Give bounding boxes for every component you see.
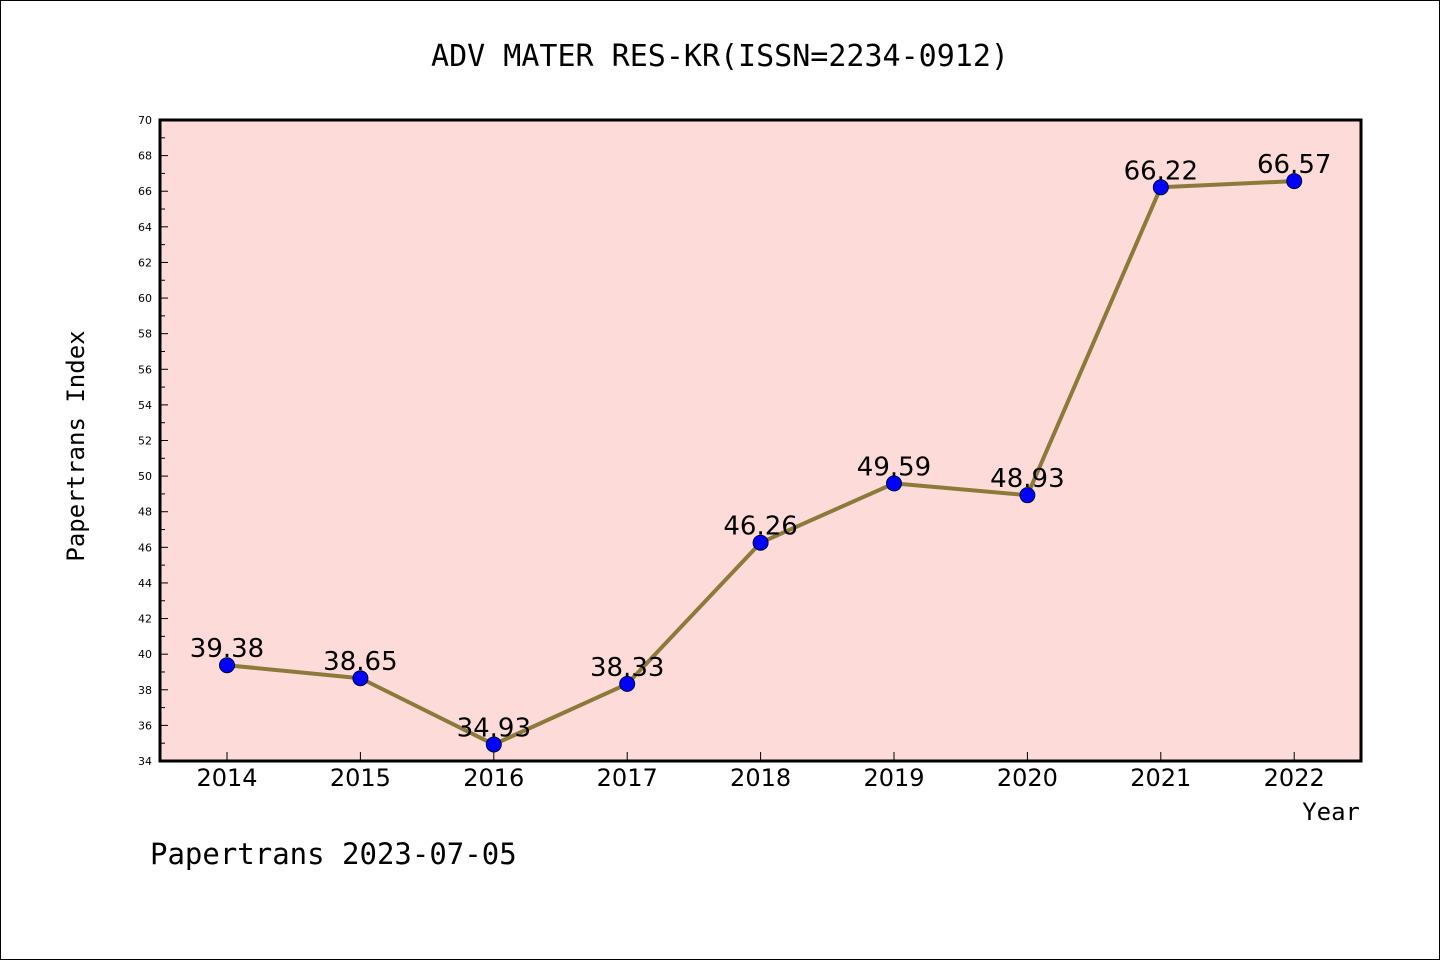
y-tick-label: 60 — [138, 292, 152, 305]
y-tick-label: 62 — [138, 256, 152, 269]
data-label: 39.38 — [190, 634, 264, 664]
x-axis-ticks: 2014 2015 2016 2017 2018 2019 2020 2021 2022 — [196, 752, 1325, 792]
y-tick-label: 36 — [138, 719, 152, 732]
data-label: 46.26 — [723, 512, 797, 542]
data-point — [886, 475, 902, 492]
x-tick-label: 2019 — [863, 764, 924, 792]
data-point — [352, 670, 369, 687]
y-tick-label: 38 — [138, 684, 152, 697]
y-tick-label: 58 — [138, 328, 152, 341]
y-tick-label: 46 — [138, 541, 152, 554]
y-tick-label: 50 — [138, 470, 152, 483]
data-label: 49.59 — [857, 452, 931, 482]
data-point — [1152, 179, 1169, 196]
data-point — [1019, 487, 1036, 504]
data-point — [619, 675, 636, 692]
x-tick-label: 2018 — [730, 764, 791, 792]
chart-title: ADV MATER RES-KR(ISSN=2234-0912) — [431, 39, 1009, 74]
x-tick-label: 2022 — [1264, 764, 1325, 792]
data-label: 38.65 — [323, 647, 397, 677]
y-tick-label: 56 — [138, 363, 152, 376]
data-label: 66.57 — [1257, 150, 1331, 180]
data-labels: 39.38 38.65 34.93 38.33 46.26 49.59 48.93 66.22… — [190, 150, 1332, 743]
y-axis-ticks: 34 36 38 40 42 44 46 48 50 52 54 56 58 60 62 64 66 68 70 — [138, 114, 168, 768]
y-tick-label: 48 — [138, 506, 152, 519]
y-tick-label: 44 — [138, 577, 152, 590]
plot-area — [160, 120, 1361, 761]
y-tick-label: 70 — [138, 114, 152, 127]
data-label: 38.33 — [590, 653, 664, 683]
footer-text: Papertrans 2023-07-05 — [150, 837, 517, 871]
y-axis-label: Papertrans Index — [62, 330, 90, 561]
data-label: 66.22 — [1124, 156, 1198, 186]
y-tick-label: 40 — [138, 648, 152, 661]
x-tick-label: 2015 — [330, 764, 391, 792]
y-tick-label: 66 — [138, 185, 152, 198]
data-point — [752, 534, 769, 551]
x-tick-label: 2021 — [1130, 764, 1191, 792]
x-tick-label: 2016 — [463, 764, 524, 792]
plot-border — [158, 118, 1363, 763]
y-tick-label: 42 — [138, 613, 152, 626]
data-label: 48.93 — [990, 464, 1064, 494]
data-point — [485, 736, 502, 753]
y-tick-label: 52 — [138, 435, 152, 448]
y-tick-label: 54 — [138, 399, 152, 412]
y-tick-label: 64 — [138, 221, 152, 234]
y-tick-label: 68 — [138, 150, 152, 163]
x-tick-label: 2020 — [997, 764, 1058, 792]
x-tick-label: 2014 — [196, 764, 257, 792]
data-point — [1286, 173, 1303, 190]
x-axis-label: Year — [1302, 798, 1360, 826]
x-tick-label: 2017 — [597, 764, 658, 792]
data-markers — [219, 173, 1303, 753]
data-point — [219, 657, 235, 674]
data-label: 34.93 — [457, 713, 531, 743]
y-tick-label: 34 — [138, 755, 152, 768]
